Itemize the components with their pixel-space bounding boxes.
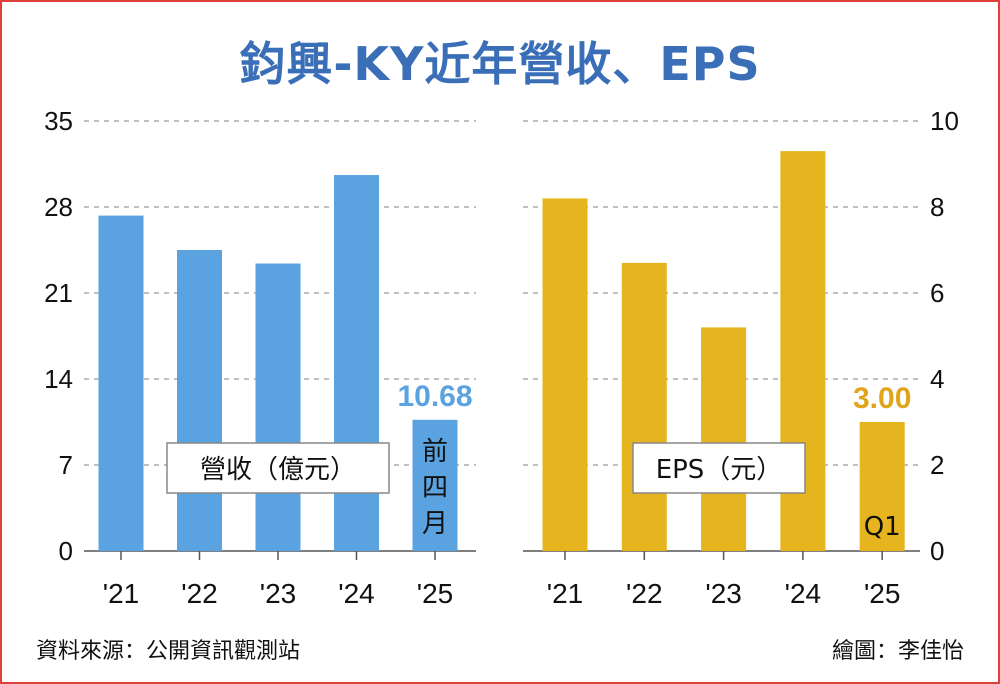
eps-x-axis: '21 '22 '23 '24 '25 — [547, 551, 901, 609]
graphic-credit: 繪圖：李佳怡 — [831, 639, 964, 664]
rev-y-tick-label: 21 — [44, 278, 73, 308]
rev-x-tick-label: '25 — [417, 578, 454, 609]
eps-bar — [621, 262, 667, 551]
eps-bar — [701, 327, 747, 551]
chart-title: 鈞興-KY近年營收、EPS — [239, 37, 761, 91]
revenue-bar-note: 前四月 — [422, 437, 448, 539]
rev-bar-note-line: 月 — [422, 509, 448, 539]
revenue-x-axis: '21 '22 '23 '24 '25 — [103, 551, 454, 609]
eps-legend-box — [632, 442, 806, 494]
revenue-2025-value-label: 10.68 — [397, 380, 472, 413]
revenue-y-axis: 0 7 14 21 28 35 — [44, 106, 73, 566]
eps-x-tick-label: '25 — [864, 578, 901, 609]
rev-y-tick-label: 28 — [44, 192, 73, 222]
revenue-legend-label: 營收（億元） — [200, 455, 356, 485]
eps-bar — [542, 198, 588, 551]
eps-y-tick-label: 0 — [930, 536, 944, 566]
rev-y-tick-label: 0 — [59, 536, 73, 566]
rev-y-tick-label: 14 — [44, 364, 73, 394]
rev-bar — [334, 175, 379, 552]
rev-bar-note-line: 前 — [422, 437, 448, 467]
rev-x-tick-label: '22 — [181, 578, 218, 609]
eps-y-tick-label: 8 — [930, 192, 944, 222]
eps-y-tick-label: 10 — [930, 106, 959, 136]
eps-y-axis: 0 2 4 6 8 10 — [930, 106, 959, 566]
eps-bar-note: Q1 — [864, 512, 901, 542]
rev-bar — [98, 215, 144, 551]
revenue-bars — [98, 175, 458, 552]
revenue-legend-box — [166, 442, 390, 494]
rev-bar — [255, 263, 301, 551]
eps-x-tick-label: '21 — [547, 578, 584, 609]
rev-y-tick-label: 35 — [44, 106, 73, 136]
eps-bar — [859, 422, 905, 551]
eps-y-tick-label: 6 — [930, 278, 944, 308]
rev-bar — [177, 250, 222, 551]
rev-y-tick-label: 7 — [59, 450, 73, 480]
eps-bar-note-line: Q1 — [864, 512, 901, 542]
eps-x-tick-label: '24 — [785, 578, 822, 609]
eps-legend-label: EPS（元） — [656, 455, 783, 485]
eps-x-tick-label: '22 — [626, 578, 663, 609]
eps-x-tick-label: '23 — [705, 578, 742, 609]
data-source: 資料來源：公開資訊觀測站 — [36, 639, 301, 664]
eps-2025-value-label: 3.00 — [853, 382, 911, 415]
rev-bar-note-line: 四 — [422, 473, 448, 503]
eps-y-tick-label: 4 — [930, 364, 944, 394]
rev-x-tick-label: '23 — [260, 578, 297, 609]
eps-y-tick-label: 2 — [930, 450, 944, 480]
eps-bars — [542, 151, 905, 551]
rev-x-tick-label: '24 — [338, 578, 375, 609]
rev-bar — [412, 419, 458, 551]
rev-x-tick-label: '21 — [103, 578, 140, 609]
